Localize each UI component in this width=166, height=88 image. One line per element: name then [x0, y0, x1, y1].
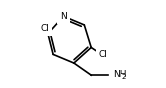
Text: Cl: Cl: [99, 50, 108, 59]
Text: N: N: [60, 12, 67, 21]
Text: 2: 2: [121, 74, 125, 80]
Text: Cl: Cl: [40, 24, 49, 33]
Text: NH: NH: [113, 70, 126, 79]
